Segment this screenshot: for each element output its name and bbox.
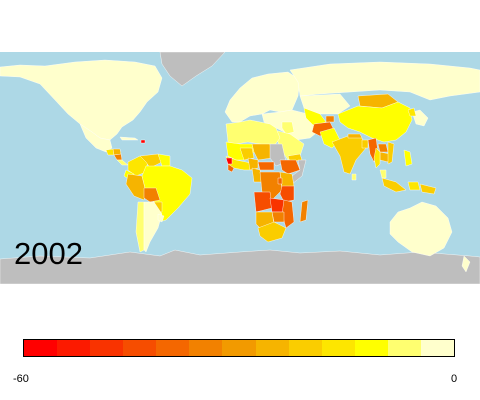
chile: [135, 201, 145, 253]
mexico: [79, 123, 113, 153]
legend-swatch: [321, 340, 355, 356]
year-label: 2002: [14, 236, 83, 271]
malaysia: [379, 169, 387, 179]
color-scale-legend: [23, 339, 455, 357]
legend-swatch: [354, 340, 388, 356]
antarctica: [0, 249, 480, 284]
legend-min-label: -60: [13, 373, 29, 385]
legend-swatch: [57, 340, 91, 356]
legend-swatch: [123, 340, 157, 356]
ethiopia: [279, 159, 301, 175]
new-guinea: [419, 183, 437, 195]
bangladesh: [361, 139, 369, 149]
laos: [377, 143, 389, 153]
indonesia-east: [407, 181, 421, 191]
zimbabwe: [271, 211, 285, 223]
legend-swatch: [156, 340, 190, 356]
legend-swatch: [288, 340, 322, 356]
greenland: [159, 52, 226, 87]
nigeria: [247, 157, 259, 171]
north-america: [0, 59, 163, 141]
legend-swatch: [222, 340, 256, 356]
north-korea: [407, 107, 417, 117]
vietnam: [387, 141, 395, 165]
legend-swatch: [24, 340, 58, 356]
legend-swatch: [387, 340, 421, 356]
rwanda-burundi: [277, 177, 283, 185]
argentina: [143, 201, 163, 253]
zambia: [269, 197, 285, 213]
new-zealand: [461, 255, 471, 273]
tanzania: [279, 185, 295, 203]
legend-swatch: [189, 340, 223, 356]
iraq: [281, 121, 295, 135]
haiti: [140, 139, 146, 144]
thailand: [373, 147, 381, 169]
malawi-mozambique: [281, 199, 295, 229]
korea-japan: [411, 109, 429, 127]
uruguay: [157, 213, 165, 223]
sri-lanka: [351, 173, 357, 181]
europe: [224, 71, 301, 123]
legend-swatch: [255, 340, 289, 356]
legend-swatch: [90, 340, 124, 356]
venezuela: [139, 153, 163, 169]
madagascar: [299, 199, 309, 223]
russia: [289, 61, 480, 101]
bolivia: [143, 187, 161, 203]
mali: [239, 147, 255, 161]
indonesia-west: [381, 177, 407, 193]
legend-swatch: [420, 340, 455, 356]
south-africa: [257, 221, 287, 243]
legend-max-label: 0: [451, 373, 458, 385]
nepal: [347, 133, 363, 139]
central-african-rep: [257, 161, 275, 171]
guinea: [225, 157, 233, 165]
cuba: [119, 136, 139, 141]
sierra-leone-liberia: [227, 163, 235, 173]
australia: [389, 201, 453, 257]
niger-chad: [251, 143, 273, 161]
china: [337, 101, 413, 143]
tajikistan: [325, 115, 335, 123]
world-map: [0, 52, 480, 284]
philippines: [403, 149, 413, 167]
